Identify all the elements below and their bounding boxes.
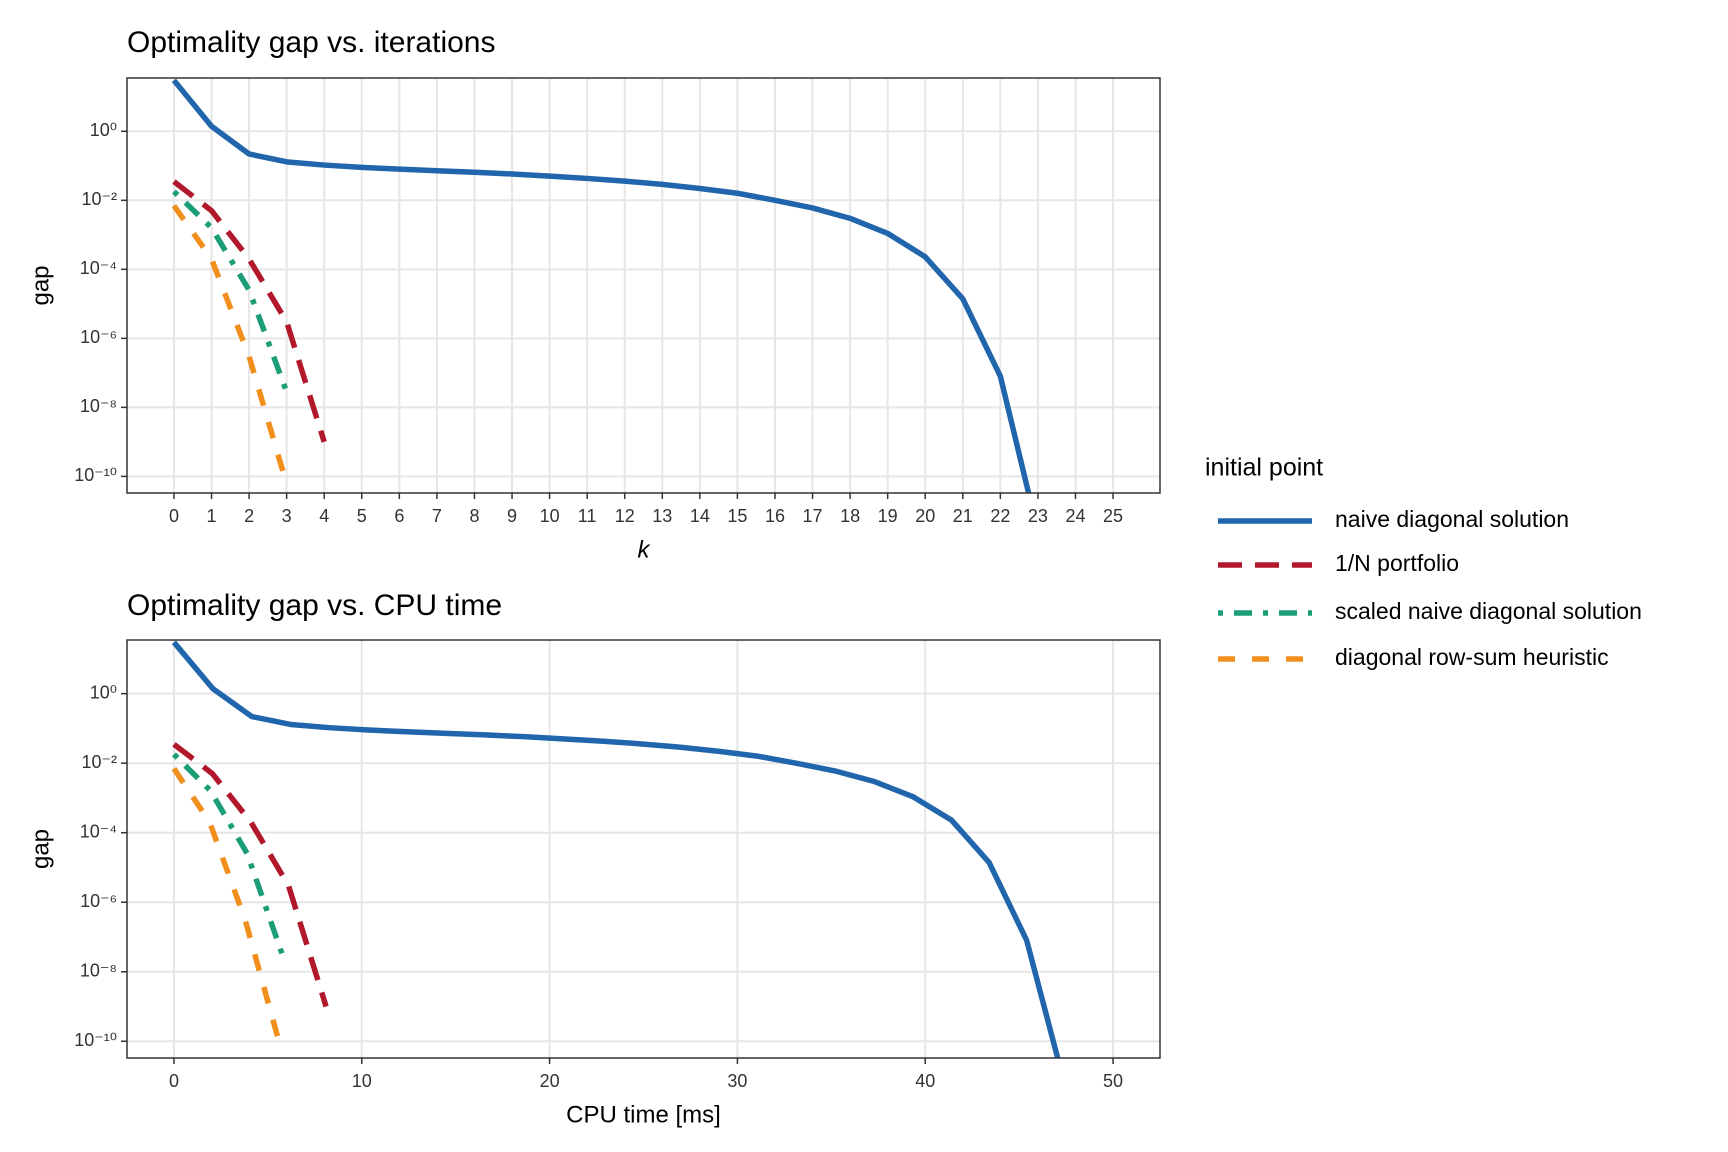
y-tick-label: 10⁻⁶	[80, 327, 117, 347]
x-tick-label: 4	[319, 506, 329, 526]
y-tick-label: 10⁻⁶	[80, 891, 117, 911]
x-tick-label: 16	[765, 506, 785, 526]
y-tick-label: 10⁻⁸	[80, 396, 117, 416]
x-tick-label: 10	[352, 1071, 372, 1091]
chart-title: Optimality gap vs. iterations	[127, 26, 495, 59]
x-tick-label: 40	[915, 1071, 935, 1091]
x-tick-label: 11	[578, 506, 597, 526]
x-tick-label: 50	[1103, 1071, 1123, 1091]
x-axis-label: k	[638, 536, 652, 563]
x-tick-label: 6	[394, 506, 404, 526]
x-tick-label: 17	[803, 506, 823, 526]
y-tick-label: 10⁰	[90, 682, 117, 702]
x-tick-label: 20	[540, 1071, 560, 1091]
series-group	[171, 640, 1061, 1058]
series-line	[172, 179, 327, 443]
x-tick-label: 13	[652, 506, 672, 526]
y-tick-label: 10⁻²	[81, 189, 117, 209]
plot-area	[127, 640, 1160, 1058]
series-line	[171, 767, 284, 1050]
x-tick-label: 14	[690, 506, 710, 526]
x-tick-label: 8	[469, 506, 479, 526]
series-group	[171, 78, 1032, 493]
x-tick-label: 15	[727, 506, 747, 526]
y-tick-label: 10⁻¹⁰	[74, 1030, 117, 1050]
legend-label: naive diagonal solution	[1335, 506, 1569, 532]
panel-border	[126, 639, 1161, 1059]
chart-title: Optimality gap vs. CPU time	[127, 589, 502, 622]
x-tick-label: 3	[282, 506, 292, 526]
legend-title: initial point	[1205, 454, 1323, 482]
y-tick-label: 10⁰	[90, 120, 117, 140]
legend-label: diagonal row-sum heuristic	[1335, 644, 1609, 670]
series-line	[171, 640, 1061, 1058]
x-tick-label: 19	[878, 506, 898, 526]
x-tick-label: 1	[207, 506, 217, 526]
y-tick-label: 10⁻¹⁰	[74, 465, 117, 485]
x-tick-label: 20	[915, 506, 935, 526]
x-tick-label: 30	[727, 1071, 747, 1091]
x-tick-label: 10	[540, 506, 560, 526]
y-axis-label: gap	[27, 829, 54, 869]
plot-area	[127, 78, 1160, 493]
series-line	[172, 752, 286, 958]
panel-border	[126, 77, 1161, 494]
y-axis-label: gap	[27, 265, 54, 305]
x-tick-label: 7	[432, 506, 442, 526]
legend-label: 1/N portfolio	[1335, 550, 1459, 576]
y-tick-label: 10⁻²	[81, 752, 117, 772]
x-axis-label: CPU time [ms]	[566, 1101, 721, 1128]
x-tick-label: 22	[990, 506, 1010, 526]
series-line	[171, 204, 290, 485]
y-tick-label: 10⁻⁴	[80, 258, 117, 278]
x-tick-label: 12	[615, 506, 635, 526]
x-tick-label: 25	[1103, 506, 1123, 526]
series-line	[171, 78, 1032, 493]
series-line	[172, 742, 329, 1008]
legend-label: scaled naive diagonal solution	[1335, 598, 1642, 624]
x-tick-label: 0	[169, 506, 179, 526]
y-tick-label: 10⁻⁴	[80, 821, 117, 841]
x-tick-label: 21	[953, 506, 973, 526]
x-tick-label: 18	[840, 506, 860, 526]
x-tick-label: 24	[1065, 506, 1085, 526]
x-tick-label: 23	[1028, 506, 1048, 526]
series-line	[172, 189, 290, 393]
x-tick-label: 0	[169, 1071, 179, 1091]
x-tick-label: 9	[507, 506, 517, 526]
x-tick-label: 2	[244, 506, 254, 526]
y-tick-label: 10⁻⁸	[80, 960, 117, 980]
x-tick-label: 5	[357, 506, 367, 526]
